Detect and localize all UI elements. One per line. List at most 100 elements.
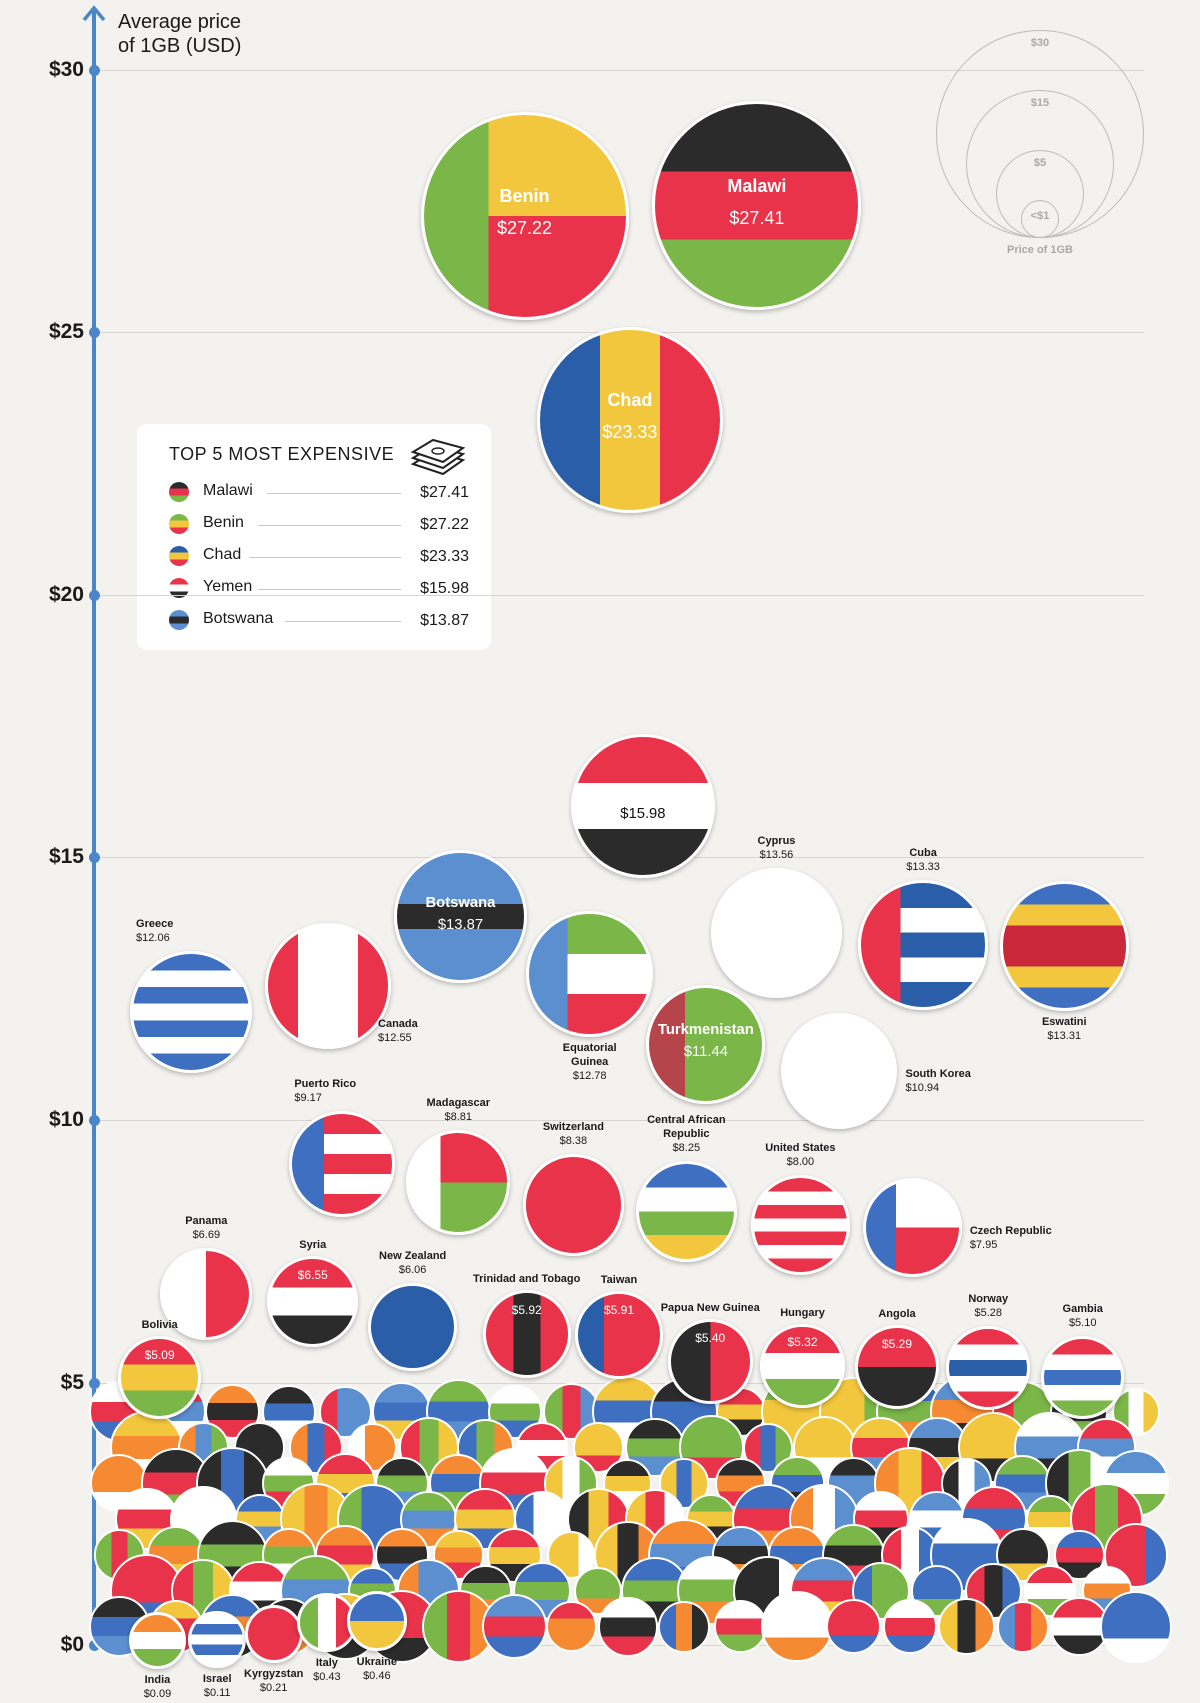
bubble-label: Equatorial Guinea $12.78	[555, 1041, 625, 1083]
top5-value: $15.98	[420, 580, 469, 597]
flag-bubble	[1111, 1387, 1160, 1436]
flag-bubble-norway	[946, 1325, 1031, 1410]
flag-icon	[169, 546, 189, 566]
flag-bubble-greece	[129, 950, 253, 1073]
size-legend-title: Price of 1GB	[1006, 244, 1074, 256]
bubble-name: Madagascar	[426, 1097, 491, 1110]
bubble-name: Panama	[185, 1214, 228, 1227]
axis-tick-dot	[89, 1640, 100, 1652]
bubble-value: $9.17	[294, 1091, 322, 1104]
bubble-name: Gambia	[1062, 1302, 1103, 1315]
bubble-name: Puerto Rico	[294, 1077, 357, 1090]
bubble-name: Eswatini	[1041, 1015, 1087, 1028]
bubble-value: $5.40	[695, 1331, 726, 1346]
bubble-value: $23.33	[602, 421, 658, 442]
gridline	[94, 69, 1144, 71]
bubble-value: $0.11	[203, 1687, 231, 1700]
bubble-label: Syria	[233, 1238, 393, 1252]
top5-title: TOP 5 MOST EXPENSIVE	[169, 444, 395, 464]
flag-bubble-new-zealand	[368, 1282, 457, 1372]
bubble-name: Greece	[136, 917, 174, 930]
flag-bubble	[761, 1591, 833, 1663]
bubble-value: $5.32	[787, 1335, 818, 1350]
bubble-value: $0.09	[143, 1688, 172, 1701]
bubble-value: $13.31	[1047, 1029, 1082, 1042]
top5-name: Malawi	[203, 482, 253, 499]
top5-name: Yemen	[203, 578, 253, 595]
flag-bubble-panama	[160, 1247, 253, 1340]
bubble-value: $10.94	[905, 1081, 940, 1094]
bubble-name: Botswana	[425, 894, 496, 911]
bubble-label: Cyprus $13.56	[696, 834, 856, 862]
bubble-label: New Zealand $6.06	[333, 1249, 493, 1277]
flag-bubble	[997, 1600, 1049, 1653]
flag-bubble	[1100, 1590, 1172, 1663]
flag-bubble-united-states	[750, 1175, 851, 1275]
bubble-name: Yemen	[619, 783, 667, 800]
bubble-name: Papua New Guinea	[660, 1302, 760, 1315]
y-tick-label: $30	[48, 57, 84, 81]
bubble-name: Hungary	[780, 1306, 825, 1319]
y-tick-label: $10	[48, 1108, 84, 1131]
bubble-label: Switzerland $8.38	[493, 1120, 653, 1148]
bubble-label: Israel $0.11	[137, 1672, 297, 1700]
bubble-label: South Korea $10.94	[905, 1067, 1065, 1095]
bubble-value: $7.95	[969, 1238, 998, 1251]
bubble-value: $13.33	[906, 861, 940, 874]
y-tick-label: $20	[48, 582, 84, 606]
bubble-label: Puerto Rico $9.17	[294, 1077, 454, 1105]
flag-bubble-cuba	[858, 880, 988, 1010]
bubble-value: $5.91	[603, 1303, 634, 1318]
bubble-value: $5.10	[1068, 1316, 1097, 1329]
flag-icon	[169, 482, 189, 502]
flag-bubble-angola	[854, 1325, 940, 1410]
axis-tick-dot	[89, 1377, 100, 1389]
bubble-label: Bolivia	[80, 1318, 240, 1332]
bubble-name: Bolivia	[141, 1319, 178, 1332]
bubble-value: $0.21	[259, 1682, 288, 1695]
bubble-value: $6.55	[297, 1268, 328, 1283]
top5-value: $27.41	[420, 484, 469, 501]
bubble-name: Chad	[607, 389, 653, 410]
bubble-name: Switzerland	[542, 1121, 604, 1134]
flag-bubble-italy	[297, 1592, 357, 1653]
flag-bubble-bolivia	[118, 1336, 202, 1420]
bubble-label: Panama $6.69	[126, 1214, 286, 1242]
flag-bubble-papua-new-guinea	[667, 1319, 753, 1404]
bubble-value: $8.00	[786, 1156, 815, 1169]
bubble-value: $6.06	[398, 1263, 427, 1276]
bubble-name: Equatorial Guinea	[562, 1042, 617, 1069]
flag-bubble-canada	[265, 923, 391, 1049]
bubble-label: Norway $5.28	[908, 1292, 1068, 1320]
bubble-label: United States $8.00	[720, 1141, 880, 1169]
bubble-value: $13.56	[759, 848, 794, 861]
bubble-name: Benin	[499, 185, 550, 206]
flag-bubble-switzerland	[522, 1154, 625, 1256]
flag-bubble-india	[128, 1611, 187, 1670]
y-tick-label: $0	[60, 1633, 84, 1657]
top5-row: Botswana $13.87	[169, 608, 469, 632]
bubble-name: Ukraine	[356, 1655, 397, 1668]
bubble-name: Syria	[299, 1238, 327, 1251]
flag-bubble	[937, 1598, 996, 1656]
bubble-value: $5.29	[881, 1337, 913, 1352]
leader-line	[267, 493, 401, 494]
bubble-label: India $0.09	[77, 1673, 237, 1701]
bubble-value: $13.87	[437, 916, 484, 933]
flag-bubble	[825, 1599, 882, 1655]
bubble-label: Papua New Guinea	[630, 1301, 790, 1315]
top5-name: Botswana	[203, 610, 274, 627]
flag-bubble	[545, 1601, 597, 1653]
bubble-name: Trinidad and Tobago	[473, 1273, 581, 1286]
leader-line	[258, 525, 401, 526]
axis-title-line: of 1GB (USD)	[118, 35, 242, 57]
bubble-value: $27.41	[729, 207, 785, 228]
flag-bubble-equatorial-guinea	[526, 910, 653, 1038]
flag-bubble-gambia	[1041, 1335, 1125, 1419]
bubble-value: $5.28	[974, 1306, 1002, 1319]
bubble-value: $12.78	[572, 1070, 607, 1083]
flag-icon	[169, 578, 189, 598]
bubble-value: $8.25	[672, 1142, 701, 1155]
bubble-value: $0.46	[363, 1669, 391, 1682]
flag-bubble-south-korea	[781, 1012, 898, 1129]
